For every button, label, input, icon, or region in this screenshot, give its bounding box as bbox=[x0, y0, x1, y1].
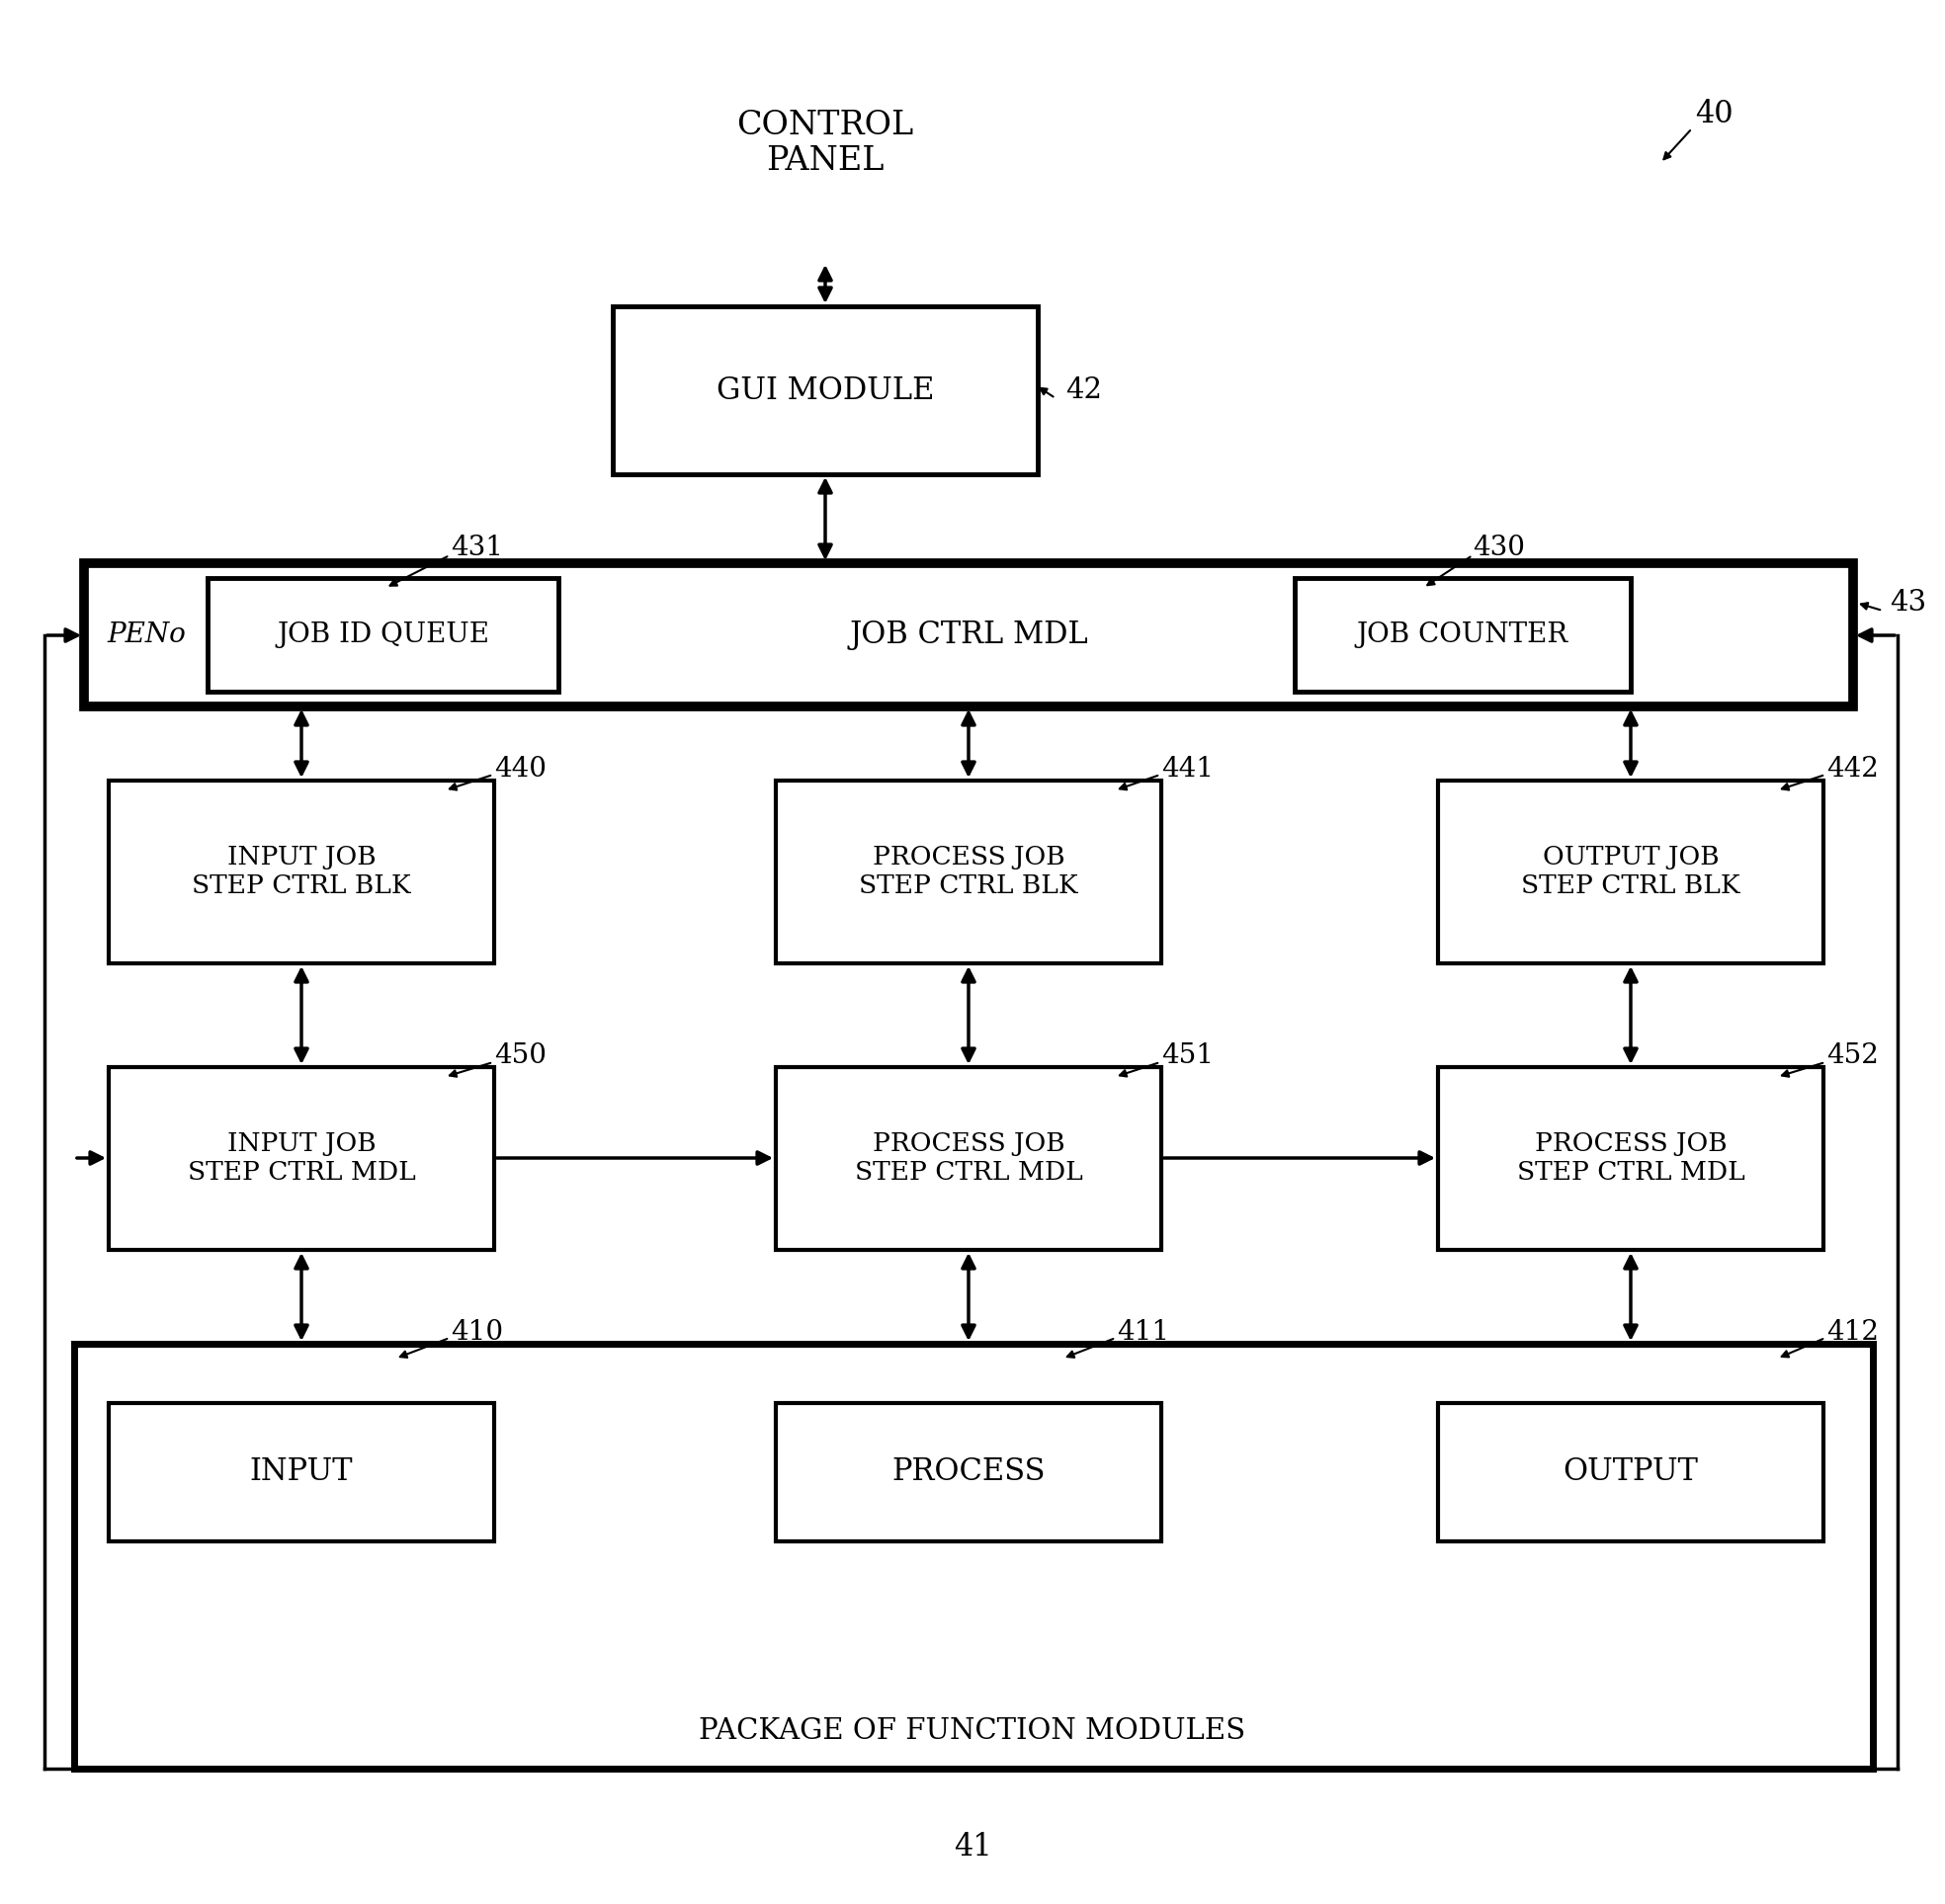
Text: PROCESS JOB
STEP CTRL MDL: PROCESS JOB STEP CTRL MDL bbox=[1517, 1131, 1745, 1184]
Text: 441: 441 bbox=[1161, 756, 1214, 783]
Text: 431: 431 bbox=[451, 535, 504, 562]
Text: 43: 43 bbox=[1891, 588, 1926, 617]
Text: 450: 450 bbox=[494, 1041, 547, 1068]
Bar bbox=[776, 781, 1161, 963]
Text: PROCESS: PROCESS bbox=[891, 1457, 1044, 1487]
Bar bbox=[109, 1403, 494, 1542]
Text: OUTPUT: OUTPUT bbox=[1564, 1457, 1698, 1487]
Text: 430: 430 bbox=[1472, 535, 1525, 562]
Text: OUTPUT JOB
STEP CTRL BLK: OUTPUT JOB STEP CTRL BLK bbox=[1521, 845, 1741, 899]
Text: INPUT JOB
STEP CTRL MDL: INPUT JOB STEP CTRL MDL bbox=[187, 1131, 416, 1184]
Text: INPUT JOB
STEP CTRL BLK: INPUT JOB STEP CTRL BLK bbox=[193, 845, 410, 899]
Text: CONTROL
PANEL: CONTROL PANEL bbox=[737, 109, 914, 177]
Text: PROCESS JOB
STEP CTRL BLK: PROCESS JOB STEP CTRL BLK bbox=[860, 845, 1078, 899]
Text: 442: 442 bbox=[1826, 756, 1879, 783]
Bar bbox=[74, 1344, 1873, 1769]
Bar bbox=[776, 1066, 1161, 1249]
Text: INPUT: INPUT bbox=[249, 1457, 354, 1487]
Text: PROCESS JOB
STEP CTRL MDL: PROCESS JOB STEP CTRL MDL bbox=[854, 1131, 1083, 1184]
Text: GUI MODULE: GUI MODULE bbox=[716, 375, 934, 406]
Bar bbox=[1437, 1066, 1824, 1249]
Bar bbox=[84, 564, 1854, 706]
Text: 451: 451 bbox=[1161, 1041, 1214, 1068]
Text: JOB CTRL MDL: JOB CTRL MDL bbox=[850, 621, 1087, 651]
Text: 440: 440 bbox=[494, 756, 547, 783]
Bar bbox=[776, 1403, 1161, 1542]
Bar bbox=[1437, 1403, 1824, 1542]
Text: PACKAGE OF FUNCTION MODULES: PACKAGE OF FUNCTION MODULES bbox=[698, 1717, 1247, 1744]
Text: 412: 412 bbox=[1826, 1319, 1879, 1346]
Text: PENo: PENo bbox=[107, 623, 185, 649]
Text: 410: 410 bbox=[451, 1319, 504, 1346]
Text: 411: 411 bbox=[1116, 1319, 1169, 1346]
Bar bbox=[109, 1066, 494, 1249]
Text: 452: 452 bbox=[1826, 1041, 1879, 1068]
Bar bbox=[208, 579, 558, 691]
Text: 41: 41 bbox=[953, 1832, 992, 1862]
Bar bbox=[1295, 579, 1630, 691]
Bar bbox=[1437, 781, 1824, 963]
Text: JOB ID QUEUE: JOB ID QUEUE bbox=[276, 621, 490, 647]
Bar bbox=[109, 781, 494, 963]
Text: 42: 42 bbox=[1066, 377, 1103, 404]
Text: JOB COUNTER: JOB COUNTER bbox=[1358, 621, 1568, 647]
Text: 40: 40 bbox=[1694, 99, 1733, 129]
Bar bbox=[613, 307, 1039, 474]
